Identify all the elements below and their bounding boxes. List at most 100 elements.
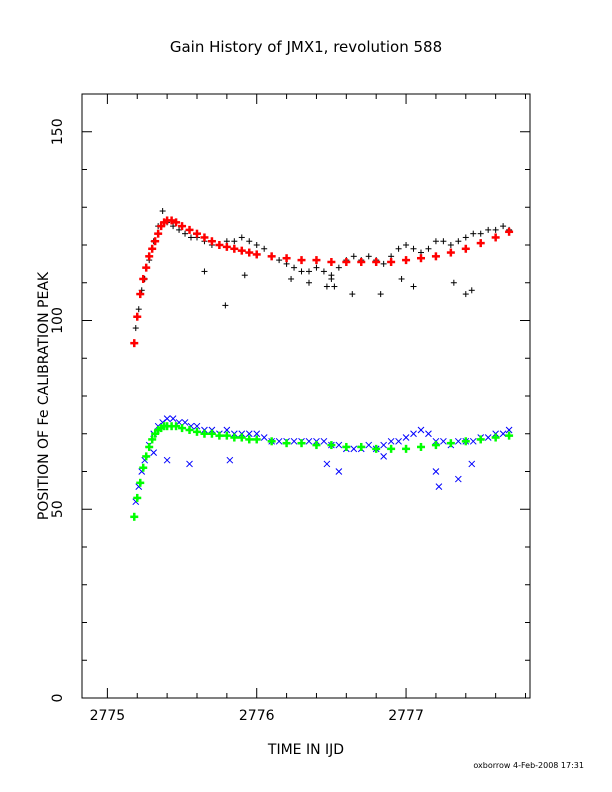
data-point — [136, 290, 145, 299]
point-stroke — [380, 441, 388, 449]
point-stroke — [260, 434, 268, 441]
data-point — [312, 441, 321, 450]
data-point — [446, 439, 455, 448]
data-point — [455, 238, 462, 245]
data-point — [398, 275, 405, 282]
data-point — [201, 268, 208, 275]
data-marks — [130, 208, 514, 521]
data-point — [417, 426, 425, 434]
point-stroke — [290, 437, 298, 445]
data-point — [505, 431, 514, 440]
data-point — [253, 430, 261, 438]
data-point — [172, 422, 181, 431]
data-point — [461, 244, 470, 253]
y-tick-label: 150 — [50, 118, 66, 145]
data-point — [500, 223, 507, 230]
data-point — [252, 250, 261, 259]
data-point — [267, 437, 276, 446]
data-point — [327, 441, 336, 450]
data-point — [142, 263, 151, 272]
data-point — [462, 291, 469, 298]
data-point — [342, 257, 351, 266]
data-point — [450, 279, 457, 286]
data-point — [469, 437, 477, 445]
data-point — [305, 268, 312, 275]
data-point — [186, 460, 193, 468]
data-point — [470, 230, 477, 237]
data-point — [387, 444, 396, 453]
axis-ticks — [82, 93, 530, 699]
data-point — [435, 483, 443, 490]
data-point — [167, 216, 176, 225]
data-point — [462, 234, 469, 241]
data-point — [130, 339, 139, 348]
data-point — [282, 254, 291, 263]
data-point — [223, 426, 231, 434]
data-point — [241, 272, 248, 279]
data-point — [477, 230, 484, 237]
data-point — [290, 437, 298, 445]
point-stroke — [186, 460, 193, 468]
point-stroke — [335, 441, 343, 449]
data-point — [476, 435, 485, 444]
data-point — [416, 442, 425, 451]
data-point — [182, 230, 189, 237]
data-point — [215, 241, 224, 249]
data-point — [485, 226, 492, 233]
y-tick-label: 50 — [50, 500, 66, 518]
data-point — [440, 238, 447, 245]
plot-frame — [81, 93, 531, 699]
data-point — [237, 246, 246, 255]
data-point — [380, 441, 388, 449]
data-point — [425, 245, 432, 252]
data-point — [491, 233, 500, 242]
data-point — [275, 437, 283, 445]
data-point — [142, 452, 151, 461]
data-point — [468, 287, 475, 294]
data-point — [335, 468, 343, 475]
data-point — [246, 238, 253, 245]
data-point — [365, 253, 372, 260]
data-point — [395, 245, 402, 252]
point-stroke — [193, 422, 201, 430]
x-tick-labels: 2775 2776 2777 — [90, 708, 424, 724]
data-point — [145, 252, 154, 261]
data-point — [505, 426, 513, 434]
data-point — [188, 234, 195, 241]
point-stroke — [163, 415, 171, 423]
data-point — [380, 260, 387, 267]
data-point — [484, 434, 492, 441]
point-stroke — [150, 449, 158, 456]
data-point — [320, 268, 327, 275]
data-point — [136, 478, 145, 487]
point-stroke — [469, 437, 477, 445]
data-point — [335, 264, 342, 271]
data-point — [132, 325, 139, 332]
data-point — [297, 256, 306, 265]
data-point — [237, 433, 246, 442]
point-stroke — [245, 430, 253, 438]
data-point — [403, 242, 410, 248]
data-point — [323, 283, 330, 290]
data-point — [410, 245, 417, 252]
data-point — [505, 227, 514, 236]
point-stroke — [335, 468, 343, 475]
data-point — [193, 422, 201, 430]
point-stroke — [380, 453, 388, 460]
data-point — [163, 415, 171, 423]
point-stroke — [350, 445, 358, 453]
data-point — [215, 431, 224, 440]
point-stroke — [499, 430, 507, 438]
data-point — [365, 441, 373, 449]
point-stroke — [417, 426, 425, 434]
data-point — [432, 468, 440, 475]
footer-stamp: oxborrow 4-Feb-2008 17:31 — [473, 761, 584, 770]
point-stroke — [454, 475, 462, 483]
data-point — [387, 437, 395, 445]
data-point — [148, 244, 157, 253]
data-point — [320, 437, 328, 445]
data-point — [276, 257, 283, 264]
data-point — [372, 257, 381, 266]
point-stroke — [323, 460, 331, 468]
data-point — [416, 254, 425, 263]
